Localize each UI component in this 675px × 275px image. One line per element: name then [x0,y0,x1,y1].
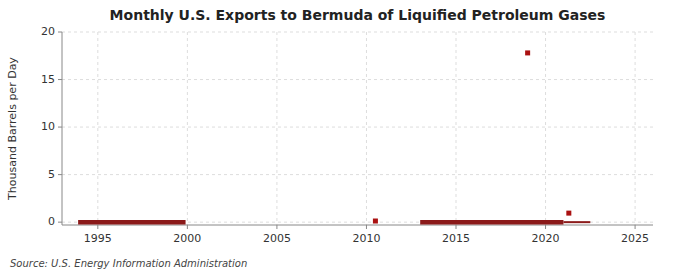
x-tick-label: 2015 [442,232,470,245]
x-tick [456,225,457,229]
chart: 0 5 10 15 20 1995 2000 2005 2010 2015 2020 2025 Mont… [0,0,675,275]
x-grid-line [456,32,457,225]
source: Source: U.S. Energy Information Administ… [10,258,247,269]
y-tick [58,127,62,128]
line-segment [420,220,563,225]
x-grid-line [187,32,188,225]
point [566,211,571,216]
background [0,0,675,275]
y-grid-line [62,174,653,175]
plot-area [78,50,590,223]
x-tick [276,225,277,229]
y-tick [58,32,62,33]
point [525,50,530,55]
y-tick-label: 5 [48,168,55,181]
y-tick [58,174,62,175]
y-tick [58,222,62,223]
y-grid-line [62,127,653,128]
y-axis-label: Thousand Barrels per Day [6,57,19,201]
x-tick-label: 2000 [173,232,201,245]
y-tick-label: 20 [41,25,55,38]
x-grid-line [635,32,636,225]
x-tick-label: 1995 [84,232,112,245]
x-tick [366,225,367,229]
x-grid-line [366,32,367,225]
x-grid-line [545,32,546,225]
y-grid-line [62,79,653,80]
title: Monthly U.S. Exports to Bermuda of Liqui… [110,7,606,23]
x-grid-line [97,32,98,225]
y-tick [58,79,62,80]
y-grid-line [62,222,653,223]
y-tick-label: 0 [48,215,55,228]
line-segment [563,221,590,223]
x-tick-label: 2025 [621,232,649,245]
x-tick [97,225,98,229]
y-tick-label: 10 [41,120,55,133]
x-tick-label: 2010 [352,232,380,245]
x-tick-label: 2020 [532,232,560,245]
y-grid-line [62,32,653,33]
x-tick [545,225,546,229]
x-grid-line [276,32,277,225]
y-axis [62,32,63,225]
line-segment [78,220,185,225]
x-tick [187,225,188,229]
x-tick [635,225,636,229]
x-tick-label: 2005 [263,232,291,245]
y-tick-label: 15 [41,73,55,86]
grid [62,32,653,225]
x-axis [62,225,653,226]
point [373,219,378,224]
